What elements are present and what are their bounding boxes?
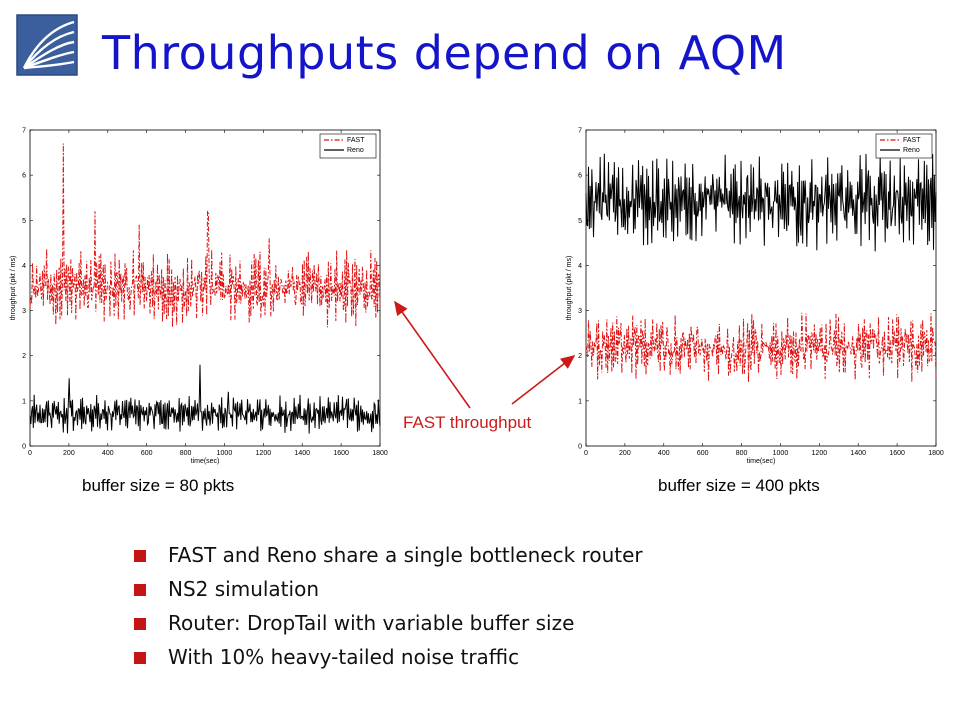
bullet-marker	[134, 550, 146, 562]
y-tick-label: 6	[22, 173, 26, 180]
x-tick-label: 1600	[333, 450, 349, 457]
x-tick-label: 1000	[773, 450, 789, 457]
legend-label-reno: Reno	[347, 147, 364, 154]
x-tick-label: 1800	[372, 450, 388, 457]
bullet-item: NS2 simulation	[132, 572, 643, 606]
slide-title: Throughputs depend on AQM	[102, 26, 787, 80]
x-tick-label: 1400	[294, 450, 310, 457]
institution-logo	[16, 14, 78, 76]
y-tick-label: 5	[578, 218, 582, 225]
y-tick-label: 0	[22, 444, 26, 451]
bullet-item: FAST and Reno share a single bottleneck …	[132, 538, 643, 572]
x-axis-label: time(sec)	[747, 458, 776, 465]
x-tick-label: 400	[658, 450, 670, 457]
y-tick-label: 3	[22, 308, 26, 315]
x-tick-label: 1000	[217, 450, 233, 457]
x-tick-label: 1200	[812, 450, 828, 457]
legend-label-fast: FAST	[903, 137, 921, 144]
x-tick-label: 1600	[889, 450, 905, 457]
y-tick-label: 0	[578, 444, 582, 451]
x-tick-label: 200	[63, 450, 75, 457]
series-line-fast	[585, 312, 937, 383]
legend-box	[319, 133, 377, 159]
x-tick-label: 600	[697, 450, 709, 457]
y-tick-label: 7	[22, 128, 26, 135]
chart-buffer-80: 0 200 400 600 800 1000 1200 1400 1600 1800 0 1 2 3 4 5 6…	[10, 128, 388, 466]
series-line-reno	[29, 364, 381, 434]
bullet-item: Router: DropTail with variable buffer si…	[132, 606, 643, 640]
y-axis-label: throughput (pkt / ms)	[566, 256, 573, 321]
y-tick-label: 3	[578, 308, 582, 315]
y-tick-label: 6	[578, 173, 582, 180]
caption-buffer-80: buffer size = 80 pkts	[82, 476, 235, 495]
x-tick-label: 1800	[928, 450, 944, 457]
x-tick-label: 600	[141, 450, 153, 457]
y-tick-label: 7	[578, 128, 582, 135]
chart-buffer-400: 0 200 400 600 800 1000 1200 1400 1600 1800 0 1 2 3 4 5 6…	[566, 128, 944, 466]
series-line-reno	[585, 153, 937, 252]
x-tick-label: 400	[102, 450, 114, 457]
x-axis-label: time(sec)	[191, 458, 220, 465]
y-tick-label: 4	[578, 263, 582, 270]
legend-box	[875, 133, 933, 159]
x-tick-label: 1200	[256, 450, 272, 457]
x-tick-label: 200	[619, 450, 631, 457]
arrow-to-left-chart	[394, 300, 471, 409]
fast-throughput-annotation: FAST throughput	[403, 413, 532, 432]
y-axis-label: throughput (pkt / ms)	[10, 256, 17, 321]
bullet-marker	[134, 584, 146, 596]
y-tick-label: 2	[22, 353, 26, 360]
y-tick-label: 2	[578, 353, 582, 360]
x-tick-label: 800	[736, 450, 748, 457]
bullet-marker	[134, 618, 146, 630]
x-tick-label: 0	[28, 450, 32, 457]
bullet-text: With 10% heavy-tailed noise traffic	[168, 645, 520, 669]
bullet-item: With 10% heavy-tailed noise traffic	[132, 640, 643, 674]
y-tick-label: 1	[22, 398, 26, 405]
x-tick-label: 0	[584, 450, 588, 457]
legend-label-reno: Reno	[903, 147, 920, 154]
y-tick-label: 5	[22, 218, 26, 225]
bullet-text: NS2 simulation	[168, 577, 319, 601]
x-tick-label: 1400	[850, 450, 866, 457]
series-line-fast	[29, 143, 381, 328]
caption-buffer-400: buffer size = 400 pkts	[658, 476, 820, 495]
bullet-text: Router: DropTail with variable buffer si…	[168, 611, 575, 635]
bullet-text: FAST and Reno share a single bottleneck …	[168, 543, 643, 567]
y-tick-label: 1	[578, 398, 582, 405]
legend-label-fast: FAST	[347, 137, 365, 144]
y-tick-label: 4	[22, 263, 26, 270]
bullet-marker	[134, 652, 146, 664]
x-tick-label: 800	[180, 450, 192, 457]
bullet-list: FAST and Reno share a single bottleneck …	[132, 538, 643, 674]
